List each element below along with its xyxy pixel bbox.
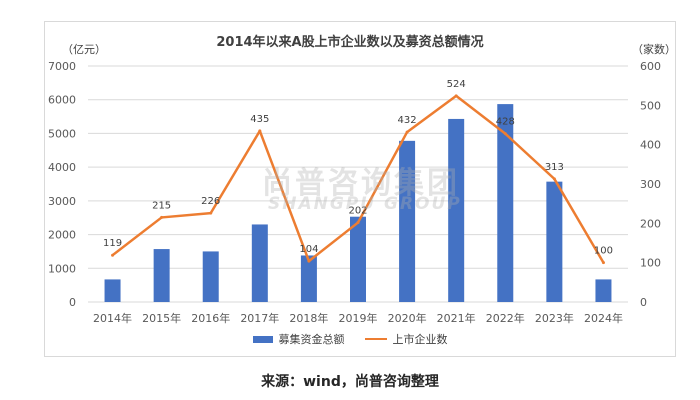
bar — [300, 255, 317, 302]
bar — [104, 279, 121, 302]
legend-label-bar: 募集资金总额 — [278, 333, 345, 346]
data-label: 313 — [545, 162, 564, 173]
y-left-tick-label: 4000 — [48, 161, 76, 174]
x-tick-label: 2016年 — [191, 311, 230, 325]
x-tick-label: 2019年 — [339, 311, 378, 325]
line-point — [111, 253, 115, 257]
source-note: 来源：wind，尚普咨询整理 — [261, 374, 439, 390]
y-right-tick-label: 100 — [640, 257, 661, 270]
y-right-tick-label: 600 — [640, 60, 661, 73]
line-point — [601, 261, 605, 265]
legend-label-line: 上市企业数 — [392, 333, 448, 346]
legend: 募集资金总额 上市企业数 — [0, 331, 700, 347]
legend-swatch-line — [364, 338, 387, 340]
line-point — [503, 132, 507, 136]
y-right-tick-label: 0 — [640, 296, 647, 309]
line-point — [356, 221, 360, 225]
line-point — [454, 94, 458, 98]
bar — [251, 224, 268, 302]
x-tick-label: 2021年 — [437, 311, 476, 325]
watermark-text: 尚普咨询集团 — [262, 166, 460, 201]
x-tick-label: 2018年 — [289, 311, 328, 325]
line-point — [552, 177, 556, 181]
y-right-tick-label: 500 — [640, 99, 661, 112]
bar — [202, 251, 219, 302]
data-label: 215 — [152, 200, 171, 211]
data-label: 202 — [348, 206, 367, 217]
data-label: 435 — [250, 114, 269, 125]
data-label: 432 — [398, 115, 417, 126]
data-label: 524 — [447, 79, 466, 90]
y-left-tick-label: 0 — [69, 296, 76, 309]
left-axis-unit: （亿元） — [62, 43, 106, 56]
y-left-tick-label: 6000 — [48, 94, 76, 107]
right-axis-unit: （家数） — [632, 43, 676, 56]
bar — [153, 249, 170, 302]
y-left-tick-label: 5000 — [48, 127, 76, 140]
line-point — [160, 215, 164, 219]
bar — [546, 181, 563, 302]
legend-item-bar: 募集资金总额 — [252, 331, 345, 347]
data-label: 104 — [299, 244, 318, 255]
data-label: 100 — [594, 246, 613, 257]
line-point — [209, 211, 213, 215]
bar — [595, 279, 612, 302]
y-right-tick-label: 400 — [640, 139, 661, 152]
x-tick-label: 2017年 — [240, 311, 279, 325]
legend-item-line: 上市企业数 — [364, 331, 448, 347]
data-label: 428 — [496, 117, 515, 128]
line-point — [258, 129, 262, 133]
y-left-tick-label: 1000 — [48, 262, 76, 275]
x-tick-label: 2024年 — [584, 311, 623, 325]
y-left-tick-label: 7000 — [48, 60, 76, 73]
y-left-tick-label: 2000 — [48, 229, 76, 242]
watermark-text-en: SHANGPU GROUP — [268, 194, 462, 214]
x-tick-label: 2022年 — [486, 311, 525, 325]
chart-title: 2014年以来A股上市企业数以及募资总额情况 — [216, 35, 484, 50]
line-point — [307, 259, 311, 263]
x-tick-label: 2023年 — [535, 311, 574, 325]
bar — [497, 104, 514, 303]
x-tick-label: 2020年 — [388, 311, 427, 325]
bar — [448, 118, 465, 302]
y-right-tick-label: 300 — [640, 178, 661, 191]
data-label: 119 — [103, 238, 122, 249]
x-tick-label: 2015年 — [142, 311, 181, 325]
bar — [399, 140, 416, 302]
bar — [350, 216, 366, 302]
data-label: 226 — [201, 196, 220, 207]
x-tick-label: 2014年 — [93, 311, 132, 325]
y-left-tick-label: 3000 — [48, 195, 76, 208]
y-right-tick-label: 200 — [640, 217, 661, 230]
line-point — [405, 130, 409, 134]
legend-swatch-bar — [252, 335, 273, 343]
